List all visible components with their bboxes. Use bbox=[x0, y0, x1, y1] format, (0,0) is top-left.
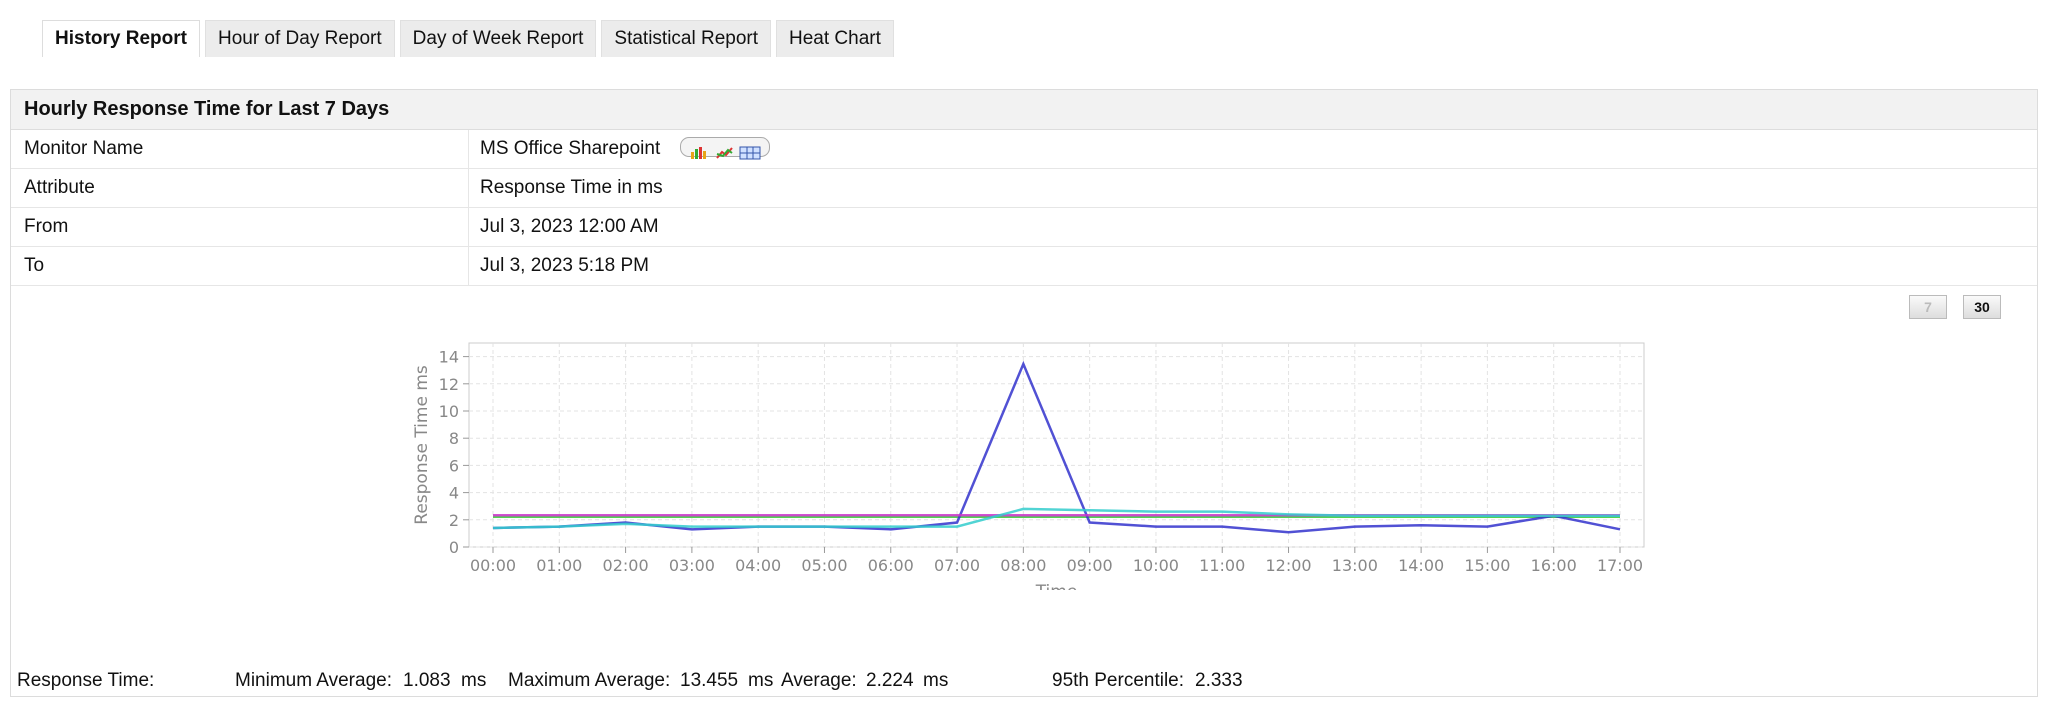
x-tick-label: 09:00 bbox=[1067, 556, 1113, 575]
tab[interactable]: History Report bbox=[42, 20, 200, 57]
row-value: MS Office Sharepoint bbox=[468, 130, 771, 168]
tab[interactable]: Hour of Day Report bbox=[204, 20, 395, 57]
y-axis-label: Response Time ms bbox=[412, 365, 432, 525]
period-button[interactable]: 7 bbox=[1909, 295, 1947, 319]
summary-key: Maximum Average: bbox=[508, 670, 671, 691]
x-tick-label: 13:00 bbox=[1332, 556, 1378, 575]
summary-value: 1.083 bbox=[403, 670, 451, 691]
y-tick-label: 6 bbox=[449, 456, 459, 475]
y-tick-label: 0 bbox=[449, 538, 459, 557]
info-row: Monitor Name MS Office Sharepoint bbox=[11, 130, 2037, 169]
tab[interactable]: Statistical Report bbox=[601, 20, 772, 57]
x-tick-label: 00:00 bbox=[470, 556, 516, 575]
row-key: Monitor Name bbox=[24, 138, 144, 159]
period-button[interactable]: 30 bbox=[1963, 295, 2001, 319]
x-tick-label: 14:00 bbox=[1398, 556, 1444, 575]
summary-unit: ms bbox=[748, 670, 774, 691]
x-tick-label: 03:00 bbox=[669, 556, 715, 575]
tab-bar: History Report Hour of Day Report Day of… bbox=[42, 20, 894, 57]
tab[interactable]: Heat Chart bbox=[776, 20, 894, 57]
summary-label: Response Time: bbox=[17, 670, 155, 691]
x-tick-label: 04:00 bbox=[735, 556, 781, 575]
monitor-name: MS Office Sharepoint bbox=[480, 138, 661, 159]
x-tick-label: 07:00 bbox=[934, 556, 980, 575]
x-tick-label: 15:00 bbox=[1464, 556, 1510, 575]
y-tick-label: 14 bbox=[439, 348, 459, 367]
row-key: To bbox=[24, 255, 45, 276]
info-row: From Jul 3, 2023 12:00 AM bbox=[11, 208, 2037, 247]
icon-set bbox=[691, 146, 761, 160]
row-key: Attribute bbox=[24, 177, 95, 198]
x-tick-label: 11:00 bbox=[1199, 556, 1245, 575]
summary-value: 2.333 bbox=[1195, 670, 1243, 691]
row-key: From bbox=[24, 216, 69, 237]
report-panel: Hourly Response Time for Last 7 Days Mon… bbox=[10, 89, 2038, 697]
info-row: Attribute Response Time in ms bbox=[11, 169, 2037, 208]
y-tick-label: 2 bbox=[449, 511, 459, 530]
row-value: Response Time in ms bbox=[468, 169, 663, 207]
series-line bbox=[492, 360, 1621, 534]
info-row: To Jul 3, 2023 5:18 PM bbox=[11, 247, 2037, 286]
view-icons[interactable] bbox=[680, 136, 771, 160]
summary-key: Average: bbox=[781, 670, 857, 691]
series-line bbox=[492, 507, 1620, 530]
x-tick-label: 06:00 bbox=[868, 556, 914, 575]
tab[interactable]: Day of Week Report bbox=[399, 20, 597, 57]
y-tick-label: 8 bbox=[449, 429, 459, 448]
x-tick-label: 17:00 bbox=[1597, 556, 1643, 575]
row-value: Jul 3, 2023 5:18 PM bbox=[468, 247, 649, 285]
panel-title: Hourly Response Time for Last 7 Days bbox=[11, 90, 2037, 130]
x-axis-label: Time bbox=[1035, 582, 1078, 590]
y-tick-label: 4 bbox=[449, 484, 459, 503]
x-tick-label: 02:00 bbox=[603, 556, 649, 575]
summary-value: 2.224 bbox=[866, 670, 914, 691]
x-tick-label: 05:00 bbox=[801, 556, 847, 575]
summary-unit: ms bbox=[461, 670, 487, 691]
plot-area bbox=[468, 342, 1645, 548]
summary-unit: ms bbox=[923, 670, 949, 691]
y-tick-label: 12 bbox=[439, 375, 459, 394]
row-value: Jul 3, 2023 12:00 AM bbox=[468, 208, 659, 246]
summary-value: 13.455 bbox=[680, 670, 739, 691]
summary-key: Minimum Average: bbox=[235, 670, 392, 691]
x-tick-label: 08:00 bbox=[1000, 556, 1046, 575]
x-tick-label: 10:00 bbox=[1133, 556, 1179, 575]
y-tick-label: 10 bbox=[439, 402, 459, 421]
x-tick-label: 12:00 bbox=[1265, 556, 1311, 575]
x-tick-label: 01:00 bbox=[536, 556, 582, 575]
summary-key: 95th Percentile: bbox=[1052, 670, 1185, 691]
x-tick-label: 16:00 bbox=[1531, 556, 1577, 575]
